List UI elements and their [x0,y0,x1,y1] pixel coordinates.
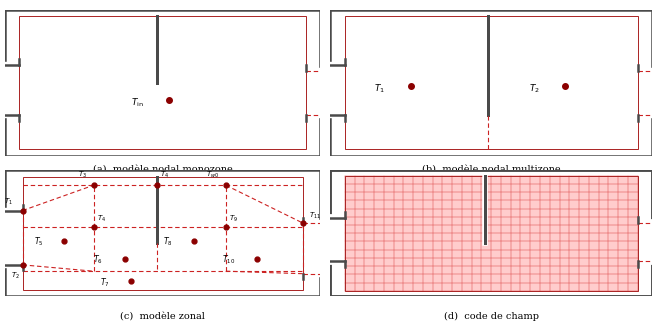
Text: $T_1$: $T_1$ [4,197,13,207]
Text: $T_{\mathrm{in}}$: $T_{\mathrm{in}}$ [131,97,144,109]
Text: (c)  modèle zonal: (c) modèle zonal [120,312,205,321]
Text: $T_3$: $T_3$ [78,170,88,180]
Text: $T_8$: $T_8$ [163,236,172,249]
Text: $T_9$: $T_9$ [229,214,238,225]
Text: $T_2$: $T_2$ [11,271,20,281]
Text: $T_7$: $T_7$ [99,276,109,289]
Text: $T_4$: $T_4$ [160,170,169,180]
Text: $T_2$: $T_2$ [528,82,540,95]
Text: (d)  code de champ: (d) code de champ [443,312,539,321]
Text: $T_{w0}$: $T_{w0}$ [207,170,220,180]
Text: (a)  modèle nodal monozone: (a) modèle nodal monozone [93,164,233,173]
Text: $T_{10}$: $T_{10}$ [222,254,236,266]
Text: $T_1$: $T_1$ [374,82,385,95]
Text: $T_4$: $T_4$ [97,214,106,225]
Text: (b)  modèle nodal multizone: (b) modèle nodal multizone [422,164,561,173]
Text: $T_5$: $T_5$ [34,236,43,249]
Text: $T_6$: $T_6$ [93,254,103,266]
Text: $T_{11}$: $T_{11}$ [309,211,322,221]
Bar [22,177,303,290]
